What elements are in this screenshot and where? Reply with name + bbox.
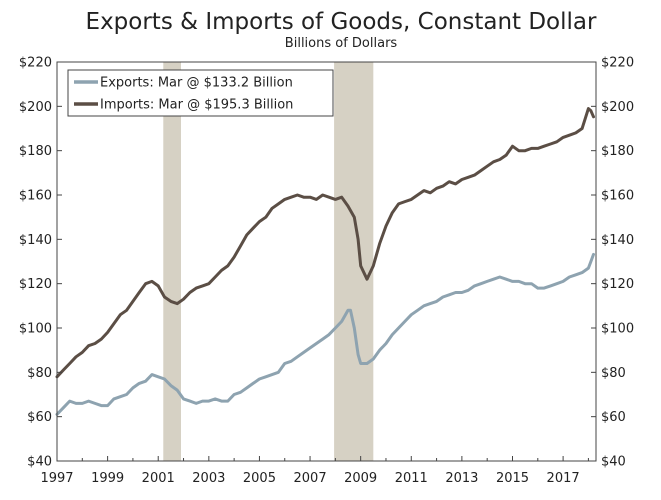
plot-area-frame — [56, 61, 597, 462]
x-tick-label: 2001 — [142, 471, 175, 486]
y-tick-label-right: $160 — [601, 189, 634, 204]
y-tick-label-left: $140 — [19, 233, 52, 248]
y-tick-label-right: $180 — [601, 144, 634, 159]
x-tick-label: 1997 — [40, 471, 73, 486]
series-group — [55, 107, 595, 416]
y-tick-label-left: $40 — [27, 455, 52, 470]
recession-shading-group — [163, 62, 374, 461]
x-tick-label: 2017 — [547, 471, 580, 486]
x-tick-label: 2009 — [344, 471, 377, 486]
axes-group: $40 $40 $60 $60 $80 $80 $100 $100 $120 $120 $140 $1… — [19, 56, 634, 487]
y-tick-label-left: $120 — [19, 277, 52, 292]
y-tick-label-right: $60 — [601, 410, 626, 425]
imports-line — [55, 107, 595, 379]
y-tick-label-left: $60 — [27, 410, 52, 425]
y-tick-label-left: $160 — [19, 189, 52, 204]
x-tick-label: 1999 — [91, 471, 124, 486]
y-tick-label-right: $200 — [601, 100, 634, 115]
recession-band-2 — [334, 62, 374, 461]
y-tick-label-left: $100 — [19, 322, 52, 337]
y-tick-label-right: $40 — [601, 455, 626, 470]
y-tick-label-right: $120 — [601, 277, 634, 292]
y-tick-label-right: $100 — [601, 322, 634, 337]
chart-title: Exports & Imports of Goods, Constant Dol… — [86, 9, 597, 35]
y-tick-label-right: $220 — [601, 56, 634, 71]
y-tick-label-left: $180 — [19, 144, 52, 159]
legend-label-exports: Exports: Mar @ $133.2 Billion — [100, 76, 293, 91]
legend-label-imports: Imports: Mar @ $195.3 Billion — [100, 98, 293, 113]
chart-subtitle: Billions of Dollars — [285, 36, 398, 51]
x-tick-label: 2005 — [243, 471, 276, 486]
y-tick-label-left: $80 — [27, 366, 52, 381]
legend: Exports: Mar @ $133.2 Billion Imports: M… — [67, 69, 334, 117]
y-tick-label-left: $200 — [19, 100, 52, 115]
x-tick-label: 2003 — [192, 471, 225, 486]
x-tick-label: 2007 — [294, 471, 327, 486]
y-tick-label-left: $220 — [19, 56, 52, 71]
recession-band-1 — [163, 62, 181, 461]
x-tick-label: 2011 — [395, 471, 428, 486]
x-tick-label: 2015 — [496, 471, 529, 486]
y-tick-label-right: $140 — [601, 233, 634, 248]
legend-box — [67, 69, 334, 117]
exports-line — [55, 252, 595, 416]
y-tick-label-right: $80 — [601, 366, 626, 381]
x-tick-label: 2013 — [445, 471, 478, 486]
